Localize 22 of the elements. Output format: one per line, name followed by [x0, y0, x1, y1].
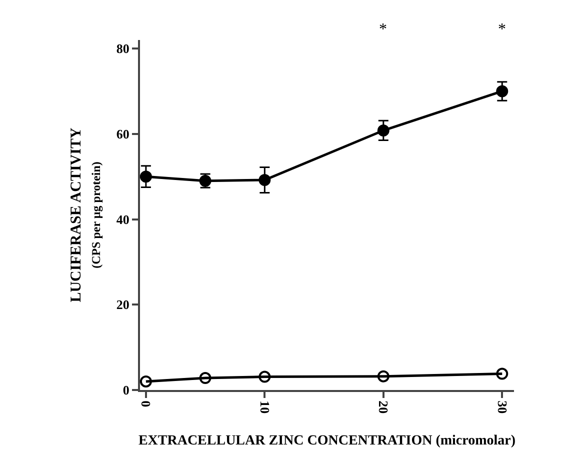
y-tick-label: 40 [116, 212, 130, 227]
x-tick-label: 20 [376, 400, 392, 414]
text: * [498, 21, 506, 38]
point [377, 124, 390, 136]
y-tick-label: 0 [122, 382, 130, 398]
point [258, 370, 271, 383]
x-tick-label: 0 [138, 400, 154, 408]
point [258, 174, 271, 186]
point [377, 370, 390, 382]
point [199, 372, 212, 384]
point [496, 85, 508, 98]
y-axis-title: LUCIFERASE ACTIVITY (CPS per µg protein) [68, 128, 104, 302]
y-tick-label: 20 [116, 297, 130, 312]
x-tick-label: 10 [257, 400, 272, 414]
text: * [379, 21, 387, 38]
y-tick-label: 60 [116, 126, 130, 142]
point [496, 368, 508, 380]
y-tick-label: 80 [116, 41, 130, 56]
point [140, 375, 152, 388]
x-axis-title: EXTRACELLULAR ZINC CONCENTRATION (micromolar) [138, 433, 516, 448]
point [140, 170, 152, 183]
x-tick-label: 30 [494, 400, 510, 414]
